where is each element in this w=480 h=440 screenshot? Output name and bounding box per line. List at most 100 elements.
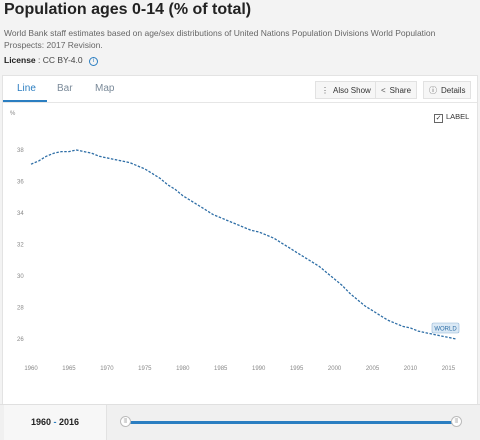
license-value[interactable]: : CC BY-4.0 bbox=[38, 55, 83, 65]
data-point[interactable] bbox=[180, 193, 186, 199]
checkbox-icon[interactable]: ✓ bbox=[434, 114, 443, 123]
data-point[interactable] bbox=[119, 158, 125, 164]
source-note: World Bank staff estimates based on age/… bbox=[4, 28, 436, 50]
data-point[interactable] bbox=[89, 150, 95, 156]
data-point[interactable] bbox=[362, 303, 368, 309]
data-point[interactable] bbox=[51, 150, 57, 156]
series-label-text: WORLD bbox=[434, 326, 457, 332]
tab-map[interactable]: Map bbox=[95, 83, 115, 94]
chart-panel: Line Bar Map ⋮ Also Show < Share ⓘ Details … bbox=[2, 75, 478, 405]
data-point[interactable] bbox=[316, 264, 322, 270]
range-start: 1960 bbox=[30, 417, 51, 427]
y-tick-label: 28 bbox=[17, 306, 24, 312]
data-point[interactable] bbox=[111, 156, 117, 162]
year-range-label: 1960 - 2016 bbox=[4, 405, 107, 440]
data-point[interactable] bbox=[241, 224, 247, 230]
tab-active-indicator bbox=[3, 100, 47, 102]
data-point[interactable] bbox=[74, 147, 80, 153]
range-slider-end-handle[interactable]: ||| bbox=[451, 416, 462, 427]
share-label: Share bbox=[389, 86, 412, 95]
data-point[interactable] bbox=[370, 308, 376, 314]
y-tick-labels: 26 28 30 32 34 36 38 bbox=[17, 148, 24, 343]
data-point[interactable] bbox=[347, 290, 353, 296]
data-point[interactable] bbox=[28, 161, 34, 167]
data-point[interactable] bbox=[104, 155, 110, 161]
data-point[interactable] bbox=[392, 320, 398, 326]
x-tick-label: 1995 bbox=[290, 366, 304, 372]
y-tick-label: 36 bbox=[17, 180, 24, 186]
data-point[interactable] bbox=[438, 333, 444, 339]
data-point[interactable] bbox=[294, 249, 300, 255]
data-point[interactable] bbox=[324, 270, 330, 276]
label-toggle[interactable]: ✓ LABEL bbox=[434, 112, 469, 123]
data-point[interactable] bbox=[445, 334, 451, 340]
license-label: License bbox=[4, 55, 36, 65]
data-point[interactable] bbox=[339, 282, 345, 288]
data-point[interactable] bbox=[400, 323, 406, 329]
x-tick-label: 1990 bbox=[252, 366, 266, 372]
data-point[interactable] bbox=[309, 259, 315, 265]
x-tick-label: 1960 bbox=[24, 366, 38, 372]
also-show-button[interactable]: ⋮ Also Show bbox=[315, 81, 377, 99]
data-point[interactable] bbox=[271, 235, 277, 241]
data-point[interactable] bbox=[354, 297, 360, 303]
data-point[interactable] bbox=[142, 166, 148, 172]
series-line-world bbox=[30, 149, 457, 340]
x-tick-label: 1980 bbox=[176, 366, 190, 372]
data-point[interactable] bbox=[332, 276, 338, 282]
line-chart: % 26 28 30 32 34 36 38 1960 1965 1970 1975 1980 198… bbox=[10, 111, 460, 372]
data-point[interactable] bbox=[127, 160, 133, 166]
label-toggle-text: LABEL bbox=[446, 112, 470, 121]
data-point[interactable] bbox=[172, 186, 178, 192]
x-tick-label: 1970 bbox=[100, 366, 114, 372]
view-tabs: Line Bar Map bbox=[3, 76, 477, 103]
share-button[interactable]: < Share bbox=[375, 81, 418, 99]
data-point[interactable] bbox=[58, 149, 64, 155]
x-tick-label: 2000 bbox=[328, 366, 342, 372]
range-end: 2016 bbox=[59, 417, 80, 427]
license-line: License : CC BY-4.0 i bbox=[4, 55, 98, 66]
data-point[interactable] bbox=[165, 182, 171, 188]
data-point[interactable] bbox=[453, 336, 459, 342]
data-point[interactable] bbox=[415, 328, 421, 334]
data-point[interactable] bbox=[301, 254, 307, 260]
data-point[interactable] bbox=[263, 232, 269, 238]
details-button[interactable]: ⓘ Details bbox=[423, 81, 472, 99]
data-point[interactable] bbox=[225, 218, 231, 224]
data-point[interactable] bbox=[210, 212, 216, 218]
data-point[interactable] bbox=[157, 175, 163, 181]
share-icon: < bbox=[381, 86, 386, 95]
data-point[interactable] bbox=[203, 207, 209, 213]
data-point[interactable] bbox=[81, 149, 87, 155]
data-point[interactable] bbox=[195, 202, 201, 208]
data-point[interactable] bbox=[385, 317, 391, 323]
data-point[interactable] bbox=[377, 312, 383, 318]
data-point[interactable] bbox=[423, 330, 429, 336]
details-label: Details bbox=[441, 86, 466, 95]
data-point[interactable] bbox=[407, 325, 413, 331]
y-tick-label: 34 bbox=[17, 211, 24, 217]
x-tick-label: 2010 bbox=[404, 366, 418, 372]
range-sep: - bbox=[53, 417, 57, 427]
data-point[interactable] bbox=[248, 227, 254, 233]
data-point[interactable] bbox=[134, 163, 140, 169]
range-slider-track[interactable] bbox=[126, 421, 457, 424]
data-point[interactable] bbox=[233, 221, 239, 227]
tab-bar[interactable]: Bar bbox=[57, 83, 73, 94]
series-points bbox=[28, 147, 459, 342]
range-slider-start-handle[interactable]: ||| bbox=[120, 416, 131, 427]
series-end-label: WORLD bbox=[431, 322, 460, 334]
data-point[interactable] bbox=[36, 158, 42, 164]
data-point[interactable] bbox=[187, 197, 193, 203]
data-point[interactable] bbox=[149, 171, 155, 177]
tab-line[interactable]: Line bbox=[17, 83, 36, 94]
data-point[interactable] bbox=[96, 153, 102, 159]
data-point[interactable] bbox=[278, 240, 284, 246]
data-point[interactable] bbox=[43, 153, 49, 159]
data-point[interactable] bbox=[256, 229, 262, 235]
data-point[interactable] bbox=[66, 149, 72, 155]
also-show-label: Also Show bbox=[333, 86, 371, 95]
info-icon[interactable]: i bbox=[88, 57, 98, 66]
data-point[interactable] bbox=[286, 245, 292, 251]
data-point[interactable] bbox=[218, 215, 224, 221]
